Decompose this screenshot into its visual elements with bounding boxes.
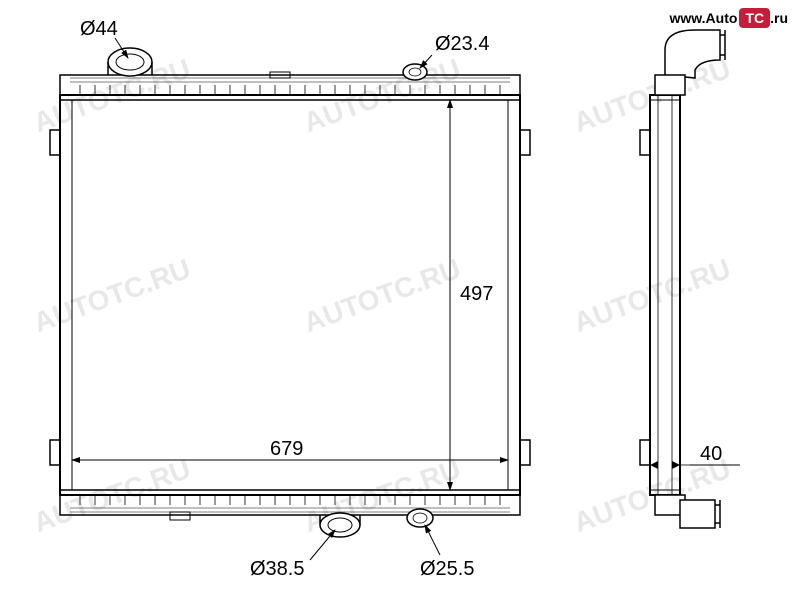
bottom-outlet	[320, 513, 360, 537]
leader-d385	[310, 530, 335, 560]
top-right-port	[403, 64, 427, 80]
radiator-frame	[60, 95, 520, 495]
bracket-top-right	[520, 130, 530, 155]
bracket-top-left	[50, 130, 60, 155]
leader-d255	[425, 525, 440, 555]
dim-d255-label: Ø25.5	[420, 558, 474, 580]
core-border	[72, 100, 508, 490]
side-view: 40	[640, 30, 740, 528]
top-inlet	[108, 48, 152, 76]
side-bottom-outlet	[655, 495, 720, 528]
side-top-elbow	[655, 30, 725, 95]
dim-d234-label: Ø23.4	[435, 33, 489, 55]
dim-d44-label: Ø44	[80, 18, 118, 40]
bracket-bottom-left	[50, 440, 60, 465]
leader-d234	[420, 55, 432, 68]
radiator-diagram: 497 679 Ø44 Ø23.4 Ø38.5 Ø25.5	[0, 0, 800, 600]
bracket-bottom-right	[520, 440, 530, 465]
dim-d385-label: Ø38.5	[250, 558, 304, 580]
dim-height-label: 497	[460, 283, 493, 305]
top-tank-fins	[80, 85, 500, 95]
side-body	[650, 95, 680, 495]
front-view: 497 679 Ø44 Ø23.4 Ø38.5 Ø25.5	[50, 18, 530, 580]
dim-width-label: 679	[270, 438, 303, 460]
dim-thickness-label: 40	[700, 443, 722, 465]
bottom-right-port	[407, 509, 433, 527]
bottom-tank-fins	[80, 495, 500, 505]
